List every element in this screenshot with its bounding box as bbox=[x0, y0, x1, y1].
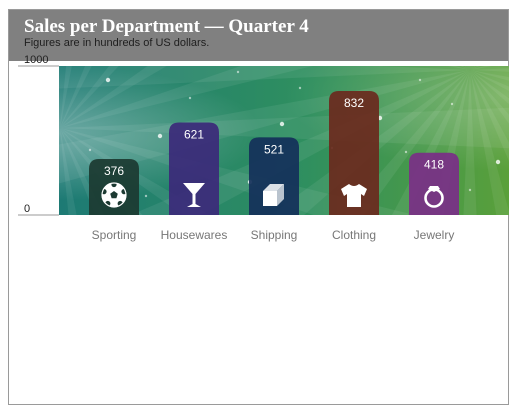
sparkle bbox=[157, 133, 163, 139]
background-ray bbox=[468, 66, 470, 70]
x-tick-label: Sporting bbox=[92, 228, 137, 242]
martini-glass-icon bbox=[183, 183, 205, 207]
background-ray bbox=[470, 66, 473, 70]
background-ray bbox=[59, 127, 60, 129]
bar-rect bbox=[169, 122, 219, 215]
background-ray bbox=[447, 66, 470, 70]
chart-subtitle: Figures are in hundreds of US dollars. bbox=[24, 37, 210, 49]
background-ray bbox=[466, 66, 470, 70]
soccer-ball-icon bbox=[101, 181, 127, 208]
bar-clothing: 832 bbox=[329, 91, 379, 215]
sparkle bbox=[88, 148, 92, 152]
ring-icon bbox=[424, 186, 444, 208]
chart-title: Sales per Department — Quarter 4 bbox=[24, 16, 309, 37]
background-ray bbox=[470, 66, 493, 70]
background-ray bbox=[470, 66, 474, 70]
background-ray bbox=[59, 128, 60, 129]
background-ray bbox=[464, 66, 470, 70]
data-label: 521 bbox=[264, 142, 284, 156]
data-label: 376 bbox=[104, 164, 124, 178]
bar-housewares: 621 bbox=[169, 122, 219, 215]
data-label: 621 bbox=[184, 127, 204, 141]
bar-jewelry: 418 bbox=[409, 152, 459, 215]
x-tick-label: Clothing bbox=[332, 228, 376, 242]
sparkle bbox=[468, 188, 472, 192]
y-tick-label: 0 bbox=[24, 203, 30, 215]
background-ray bbox=[470, 66, 472, 70]
sparkle bbox=[418, 78, 422, 82]
y-tick-label: 1000 bbox=[24, 54, 48, 66]
bar-sporting: 376 bbox=[89, 158, 139, 215]
x-tick-label: Jewelry bbox=[414, 228, 455, 242]
data-label: 418 bbox=[424, 158, 444, 172]
box-icon bbox=[263, 184, 284, 206]
sparkle bbox=[144, 194, 148, 198]
background-ray bbox=[59, 128, 60, 131]
sparkle bbox=[105, 77, 111, 83]
sparkle bbox=[404, 150, 408, 154]
bar-rect bbox=[249, 137, 299, 215]
background-ray bbox=[469, 66, 471, 70]
background-ray bbox=[470, 66, 480, 70]
bar-rect bbox=[329, 91, 379, 215]
background-ray bbox=[59, 128, 60, 139]
background-ray bbox=[467, 66, 470, 70]
sparkle bbox=[298, 86, 302, 90]
data-label: 832 bbox=[344, 96, 364, 110]
sparkle bbox=[188, 96, 192, 100]
sparkle bbox=[236, 70, 240, 74]
x-tick-label: Housewares bbox=[161, 228, 228, 242]
x-tick-label: Shipping bbox=[251, 228, 298, 242]
background-ray bbox=[460, 66, 470, 70]
bar-rect bbox=[409, 152, 459, 215]
background-ray bbox=[59, 128, 60, 130]
bar-shipping: 521 bbox=[249, 137, 299, 215]
chart-header: Sales per Department — Quarter 4 Figures… bbox=[9, 10, 508, 61]
sparkle bbox=[495, 159, 501, 165]
background-ray bbox=[470, 66, 476, 70]
tshirt-icon bbox=[341, 184, 367, 207]
sparkle bbox=[279, 121, 285, 127]
sparkle bbox=[450, 102, 454, 106]
